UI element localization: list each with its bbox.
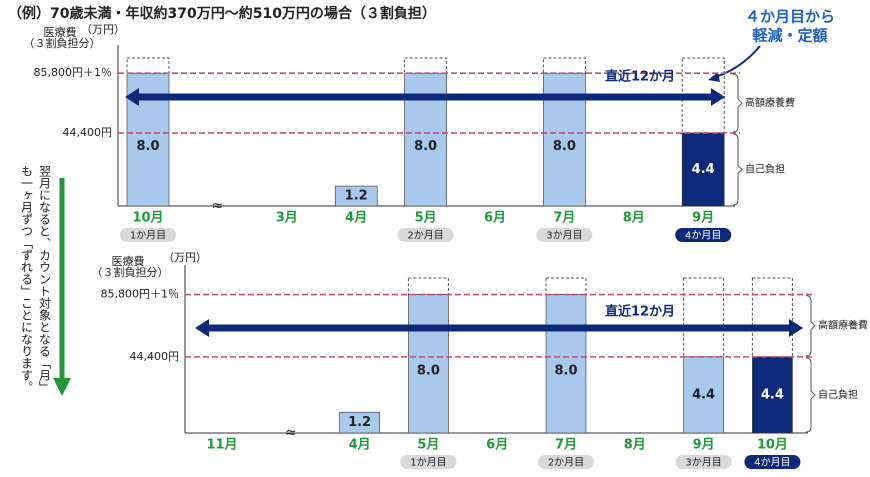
bar (683, 356, 724, 434)
x-tick-label: 6月 (484, 211, 506, 226)
x-tick-label: 6月 (486, 438, 508, 453)
x-tick-label: 8月 (624, 438, 646, 453)
callout: 軽減・定額 (752, 27, 827, 45)
unit: （万円） (81, 23, 125, 36)
badge-label: 1か月目 (130, 230, 166, 242)
reference-label: 85,800円＋1％ (34, 66, 113, 79)
y-label: 医療費 (112, 254, 145, 268)
side-note: 翌月になると、カウント対象となる「月」 (38, 165, 52, 393)
value-label: 4.4 (692, 162, 715, 177)
badge-label: 1か月目 (410, 457, 446, 469)
x-tick-label: 8月 (623, 211, 645, 226)
brace (732, 73, 743, 133)
x-tick-label: 10月 (132, 211, 163, 226)
badge (538, 455, 594, 469)
range-label: 直近12か月 (605, 69, 675, 85)
unit: （万円） (163, 251, 207, 264)
badge (397, 228, 454, 242)
badge (536, 228, 593, 242)
value-label: 1.2 (348, 415, 371, 430)
value-label: 4.4 (761, 387, 784, 402)
value-label: 8.0 (554, 363, 577, 378)
badge (744, 455, 801, 469)
bar (545, 294, 587, 434)
bar (339, 411, 380, 434)
badge (120, 228, 176, 242)
bar (408, 294, 449, 434)
brace-label: 高額療養費 (818, 319, 868, 332)
x-tick-label: 5月 (415, 211, 437, 226)
y-label: （３割負担分） (92, 265, 169, 279)
brace-label: 高額療養費 (745, 96, 795, 109)
value-label: 1.2 (345, 189, 368, 204)
badge-label: 4か月目 (754, 457, 790, 469)
y-label: （３割負担分） (24, 36, 101, 50)
total-box (407, 277, 449, 296)
total-box (683, 277, 725, 358)
badge-label: 2か月目 (407, 230, 443, 242)
bar (752, 356, 793, 434)
total-box (545, 277, 587, 296)
x-tick-label: 10月 (757, 438, 788, 453)
range-arrow-head (789, 319, 803, 337)
x-tick-label: 3月 (276, 211, 298, 226)
badge-label: 3か月目 (685, 457, 721, 469)
range-label: 直近12か月 (605, 304, 675, 320)
x-tick-label: 4月 (349, 438, 371, 453)
total-box (126, 57, 170, 74)
side-arrow-head (53, 378, 71, 396)
badge-label: 3か月目 (546, 230, 582, 242)
brace (732, 133, 743, 206)
brace-label: 自己負担 (818, 388, 858, 401)
callout-arrow-head (708, 72, 720, 82)
x-tick-label: 4月 (345, 211, 367, 226)
x-tick-label: 9月 (692, 211, 714, 226)
x-tick-label: 5月 (417, 438, 439, 453)
x-tick-label: 7月 (553, 211, 575, 226)
value-label: 8.0 (414, 139, 437, 154)
title: （例）70歳未満・年収約370万円～約510万円の場合（３割負担） (8, 5, 436, 22)
value-label: 8.0 (553, 139, 576, 154)
brace (805, 357, 816, 433)
reference-label: 44,400円 (63, 126, 113, 139)
brace (805, 295, 816, 357)
axis-break: ≈ (285, 425, 297, 441)
brace-label: 自己負担 (745, 162, 785, 175)
bar (681, 132, 725, 207)
x-tick-label: 7月 (555, 438, 577, 453)
value-label: 8.0 (136, 139, 159, 154)
bar (334, 185, 378, 207)
range-arrow-head (711, 88, 725, 106)
total-box (404, 57, 448, 74)
y-label: 医療費 (44, 25, 77, 39)
value-label: 4.4 (692, 387, 715, 402)
range-arrow-head (195, 319, 209, 337)
reference-label: 44,400円 (130, 350, 180, 363)
badge-label: 2か月目 (548, 457, 584, 469)
total-box (751, 277, 793, 358)
total-box (542, 57, 586, 74)
badge (400, 455, 457, 469)
badge-label: 4か月目 (685, 230, 721, 242)
reference-label: 85,800円＋1％ (101, 288, 180, 301)
x-tick-label: 11月 (206, 438, 237, 453)
callout: ４か月目から (745, 8, 835, 26)
badge (675, 228, 732, 242)
value-label: 8.0 (417, 363, 440, 378)
side-note: も一ヶ月ずつ「ずれる」ことになります。 (20, 165, 34, 393)
badge (675, 455, 732, 469)
x-tick-label: 9月 (693, 438, 715, 453)
axis-break: ≈ (212, 198, 224, 214)
range-arrow-head (125, 88, 139, 106)
